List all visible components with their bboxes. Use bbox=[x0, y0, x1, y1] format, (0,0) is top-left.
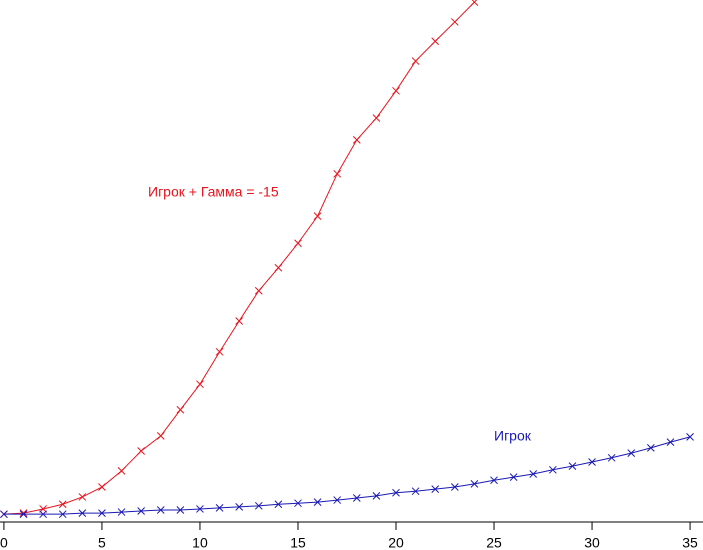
point-marker bbox=[294, 499, 302, 508]
point-marker bbox=[98, 483, 106, 491]
point-marker bbox=[235, 503, 244, 511]
point-marker bbox=[215, 504, 224, 512]
point-marker bbox=[235, 317, 244, 325]
point-marker bbox=[450, 18, 459, 26]
point-marker bbox=[470, 480, 479, 488]
point-marker bbox=[411, 57, 420, 65]
x-tick-label: 5 bbox=[98, 535, 106, 550]
point-marker bbox=[176, 405, 185, 414]
point-marker bbox=[372, 492, 381, 500]
point-marker bbox=[313, 498, 322, 507]
point-marker bbox=[470, 0, 479, 6]
point-marker bbox=[509, 473, 518, 481]
point-marker bbox=[117, 508, 126, 516]
point-marker bbox=[372, 114, 381, 122]
series-label: Игрок bbox=[494, 428, 532, 444]
point-marker bbox=[392, 488, 400, 497]
point-marker bbox=[78, 493, 87, 501]
point-marker bbox=[137, 447, 146, 455]
point-marker bbox=[352, 136, 361, 144]
point-marker bbox=[254, 286, 263, 295]
point-marker bbox=[19, 510, 28, 519]
x-tick-label: 25 bbox=[486, 535, 502, 550]
series-line bbox=[3, 436, 691, 515]
point-marker bbox=[313, 212, 322, 220]
point-marker bbox=[548, 465, 557, 474]
point-marker bbox=[176, 506, 185, 514]
point-marker bbox=[156, 506, 165, 514]
point-marker bbox=[666, 438, 675, 446]
point-marker bbox=[686, 433, 694, 441]
point-marker bbox=[607, 453, 616, 462]
point-marker bbox=[450, 483, 459, 491]
series-label: Игрок + Гамма = -15 bbox=[148, 184, 279, 200]
point-marker bbox=[588, 458, 596, 466]
x-tick-label: 15 bbox=[290, 535, 306, 550]
point-marker bbox=[58, 510, 67, 519]
point-marker bbox=[274, 500, 283, 509]
point-marker bbox=[333, 496, 342, 504]
point-marker bbox=[627, 449, 636, 457]
point-marker bbox=[431, 37, 440, 46]
point-marker bbox=[137, 507, 146, 515]
point-marker bbox=[490, 476, 498, 485]
point-marker bbox=[529, 470, 538, 478]
point-marker bbox=[117, 466, 126, 475]
x-tick-label: 30 bbox=[584, 535, 600, 550]
point-marker bbox=[352, 494, 361, 502]
point-marker bbox=[39, 510, 47, 519]
x-tick-label: 10 bbox=[192, 535, 208, 550]
point-marker bbox=[254, 501, 263, 510]
point-marker bbox=[294, 239, 302, 248]
point-marker bbox=[215, 347, 224, 356]
point-marker bbox=[0, 510, 8, 519]
point-marker bbox=[196, 505, 204, 513]
point-marker bbox=[156, 432, 165, 440]
point-marker bbox=[274, 263, 283, 272]
point-marker bbox=[431, 485, 440, 493]
x-tick-label: 20 bbox=[388, 535, 404, 550]
point-marker bbox=[333, 169, 342, 178]
point-marker bbox=[58, 500, 67, 509]
point-marker bbox=[392, 86, 400, 95]
point-marker bbox=[568, 462, 577, 470]
point-marker bbox=[19, 509, 28, 517]
x-tick-label: 35 bbox=[682, 535, 698, 550]
point-marker bbox=[646, 444, 655, 452]
point-marker bbox=[196, 380, 204, 389]
point-marker bbox=[411, 487, 420, 496]
point-marker bbox=[78, 509, 87, 517]
x-tick-label: 0 bbox=[0, 535, 8, 550]
point-marker bbox=[98, 509, 106, 517]
series-line bbox=[3, 1, 475, 515]
